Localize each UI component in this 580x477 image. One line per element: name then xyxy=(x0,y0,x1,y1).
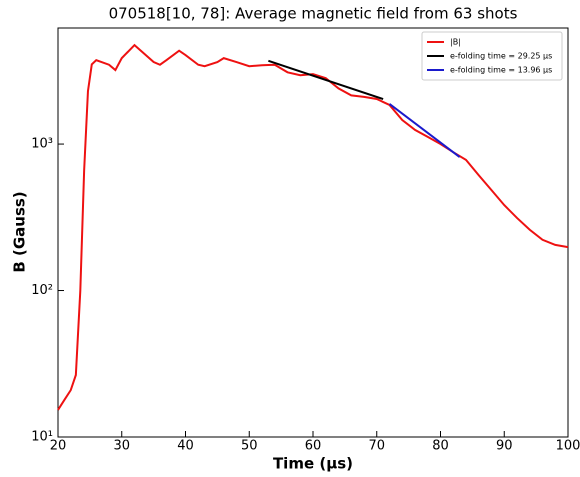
x-tick-label: 100 xyxy=(556,439,580,454)
data-line xyxy=(57,43,569,411)
x-tick-label: 60 xyxy=(305,439,322,454)
x-tick-label: 20 xyxy=(50,439,67,454)
x-tick-label: 40 xyxy=(177,439,194,454)
x-tick-label: 90 xyxy=(496,439,513,454)
x-tick-label: 70 xyxy=(368,439,385,454)
data-line xyxy=(388,103,461,158)
chart-title: 070518[10, 78]: Average magnetic field f… xyxy=(109,5,518,23)
y-tick-label: 10¹ xyxy=(31,430,53,445)
x-tick-label: 80 xyxy=(432,439,449,454)
x-tick-label: 50 xyxy=(241,439,258,454)
legend-label: e-folding time = 29.25 μs xyxy=(450,52,552,61)
data-line xyxy=(268,59,384,100)
x-axis-label: Time (μs) xyxy=(273,455,353,473)
y-axis-label: B (Gauss) xyxy=(11,191,29,272)
plot-frame xyxy=(57,27,569,438)
y-tick-label: 10² xyxy=(31,283,53,298)
legend-label: e-folding time = 13.96 μs xyxy=(450,66,552,75)
legend-label: |B| xyxy=(450,38,461,47)
legend-box xyxy=(421,31,563,81)
y-tick-label: 10³ xyxy=(31,137,53,152)
x-tick-label: 30 xyxy=(113,439,130,454)
